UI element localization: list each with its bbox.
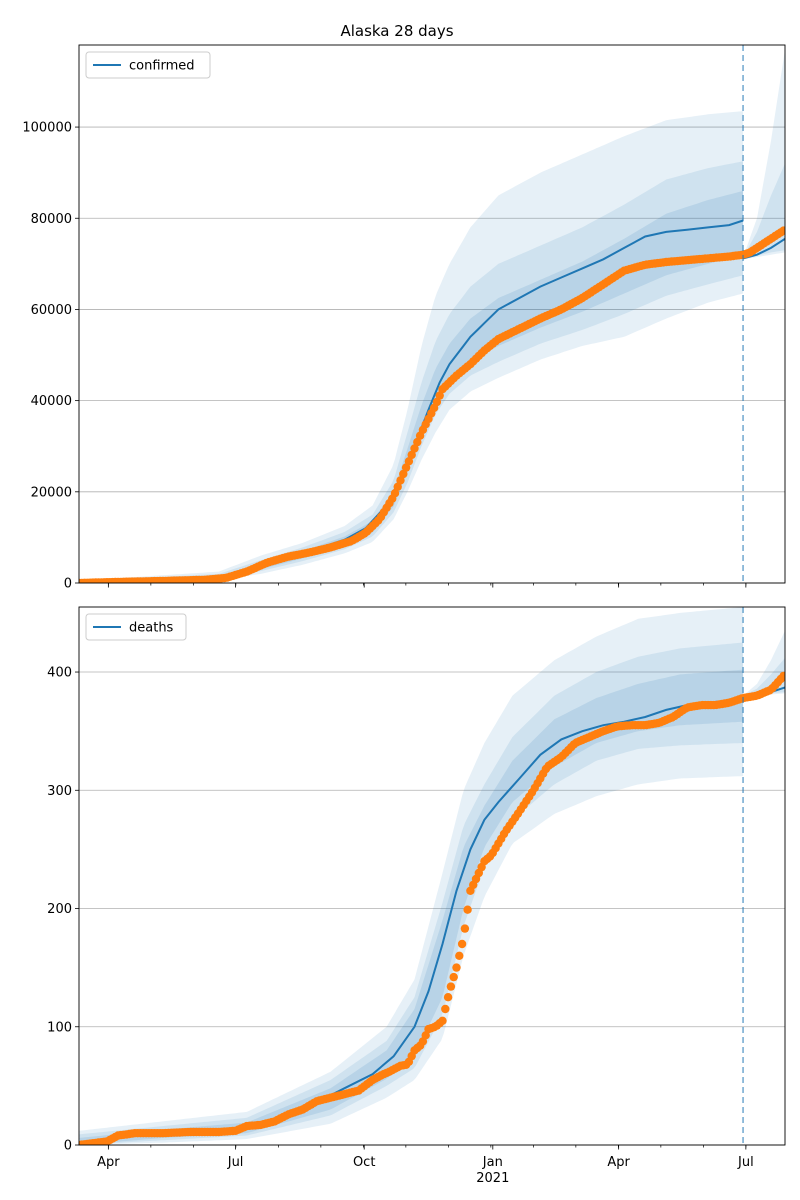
observed-point [779,226,785,235]
legend: deaths [85,613,187,641]
y-tick-label: 80000 [31,212,72,227]
uncertainty-band-outer [79,111,744,583]
x-tick-label: Apr [607,1155,630,1170]
observed-point [443,993,453,1002]
y-tick-label: 0 [64,577,72,592]
axes-frame [78,606,786,1146]
y-tick-label: 200 [47,902,72,917]
observed-point [779,671,785,681]
x-tick-label: Apr [97,1155,120,1170]
uncertainty-band-inner [79,190,744,583]
legend: confirmed [85,51,211,79]
observed-point [401,463,411,472]
x-tick-label: Oct [353,1155,375,1170]
y-tick-label: 100000 [22,121,72,136]
y-tick-label: 400 [47,666,72,681]
observed-point [393,482,402,491]
observed-point [407,450,416,460]
observed-point [432,397,442,407]
observed-point [452,963,461,972]
observed-point [413,437,422,447]
observed-point [410,444,419,453]
x-year-label: 2021 [476,1171,509,1186]
observed-point [396,476,405,485]
legend-box [85,51,211,79]
observed-point [441,1004,450,1014]
legend-label: deaths [129,621,174,636]
plot-area [79,607,785,1145]
y-tick-label: 60000 [31,303,72,318]
y-tick-label: 300 [47,784,72,799]
chart-title: Alaska 28 days [340,22,453,40]
x-tick-label: Jan [482,1155,503,1170]
plot-area [79,49,785,583]
observed-point [463,905,472,914]
confirmed-panel: 0 20000 40000 60000 80000 100000 confirmed [22,44,786,592]
observed-point [460,924,470,933]
x-tick-label: Jul [737,1155,754,1170]
legend-box [85,613,187,641]
uncertainty-band-middle [79,161,744,583]
y-tick-label: 100 [47,1020,72,1035]
observed-point [455,951,464,960]
uncertainty-band-forecast-outer [743,49,785,260]
observed-point [404,457,414,466]
y-tick-label: 0 [64,1139,72,1154]
uncertainty-band-middle [79,642,744,1145]
deaths-panel: 0 100 200 300 400 Apr Jul Oct Jan Apr Jul 2021 death… [47,606,786,1186]
observed-point [390,489,400,498]
axes-frame [78,44,786,584]
y-tick-label: 40000 [31,394,72,409]
y-tick-label: 20000 [31,485,72,500]
observed-point [457,939,467,949]
x-tick-label: Jul [227,1155,244,1170]
observed-point [446,982,456,991]
observed-point [399,469,408,479]
observed-point [438,1016,447,1025]
observed-point [435,391,444,400]
legend-label: confirmed [129,59,195,74]
observed-point [449,972,458,982]
